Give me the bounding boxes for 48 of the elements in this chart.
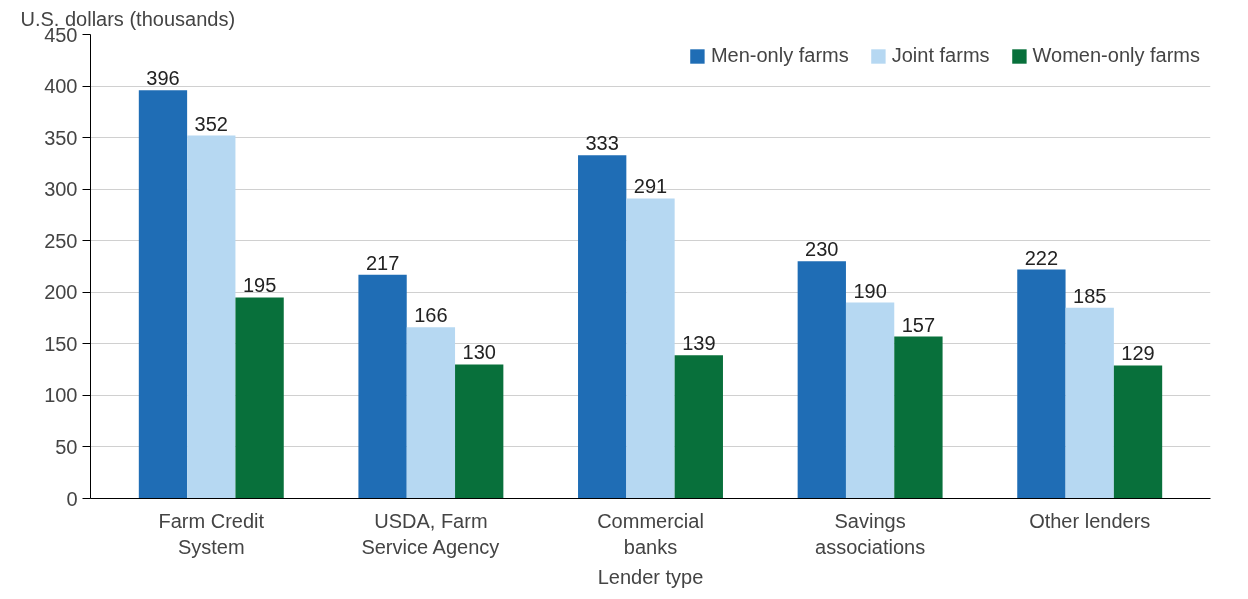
data-label: 139 bbox=[682, 332, 716, 355]
x-tick-label: Farm Credit System bbox=[158, 509, 265, 558]
x-tick-label: Other lenders bbox=[1029, 509, 1151, 532]
data-label: 130 bbox=[462, 341, 496, 364]
bar bbox=[187, 135, 236, 499]
data-label: 222 bbox=[1024, 246, 1059, 269]
legend-label: Women-only farms bbox=[1032, 44, 1200, 67]
bar bbox=[626, 198, 675, 499]
y-tick-label: 100 bbox=[44, 384, 78, 407]
data-label: 230 bbox=[805, 238, 839, 261]
legend-label: Joint farms bbox=[891, 44, 990, 67]
bar bbox=[578, 155, 627, 499]
legend-label: Men-only farms bbox=[710, 44, 849, 67]
data-label: 185 bbox=[1073, 284, 1107, 307]
bar bbox=[235, 297, 284, 499]
data-label: 166 bbox=[414, 304, 448, 327]
bar bbox=[797, 261, 846, 499]
data-label: 190 bbox=[853, 279, 887, 302]
data-label: 396 bbox=[146, 67, 180, 90]
data-label: 217 bbox=[365, 251, 400, 274]
y-tick-label: 400 bbox=[44, 75, 78, 98]
bar bbox=[455, 364, 504, 499]
bar bbox=[674, 355, 723, 499]
x-tick-label: Commercial banks bbox=[597, 509, 704, 558]
bar bbox=[1065, 307, 1114, 499]
bar bbox=[894, 336, 943, 499]
bar bbox=[358, 274, 407, 499]
data-label: 157 bbox=[901, 313, 936, 336]
x-tick-label: USDA, Farm Service Agency bbox=[361, 509, 500, 558]
y-tick-label: 350 bbox=[44, 126, 78, 149]
y-tick-label: 300 bbox=[44, 178, 78, 201]
bar bbox=[845, 302, 895, 499]
y-tick-label: 50 bbox=[55, 435, 78, 458]
y-tick-label: 250 bbox=[44, 229, 78, 252]
y-tick-label: 200 bbox=[44, 281, 78, 304]
bar bbox=[406, 327, 456, 499]
data-label: 195 bbox=[242, 274, 277, 297]
data-label: 352 bbox=[194, 112, 228, 135]
bar bbox=[1017, 269, 1066, 499]
bar bbox=[1113, 365, 1163, 499]
data-label: 129 bbox=[1121, 342, 1155, 365]
x-tick-label: Savings associations bbox=[815, 509, 926, 558]
data-label: 291 bbox=[633, 175, 668, 198]
y-tick-label: 0 bbox=[66, 487, 78, 510]
data-label: 333 bbox=[585, 132, 619, 155]
bar bbox=[138, 90, 188, 499]
y-tick-label: 150 bbox=[44, 332, 78, 355]
x-axis-title: Lender type bbox=[597, 565, 704, 588]
